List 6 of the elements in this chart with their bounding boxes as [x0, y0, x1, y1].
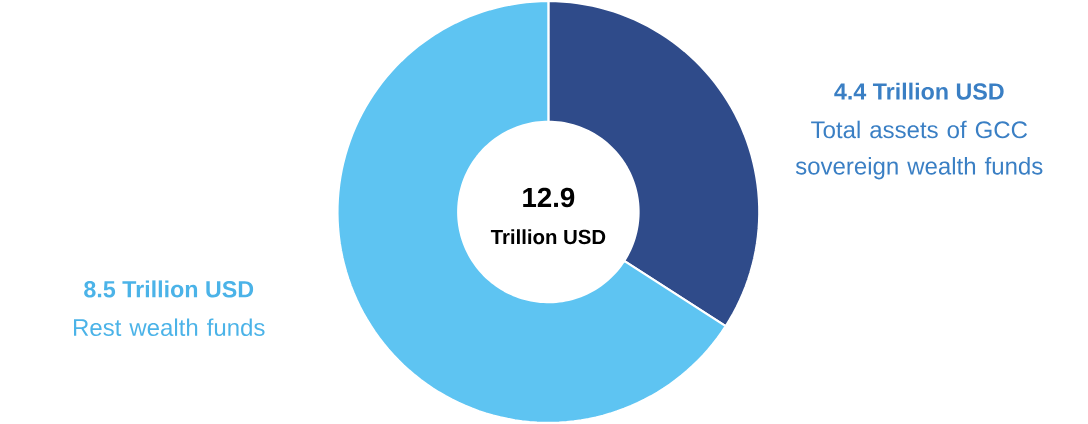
data-label: 8.5 Trillion USD [84, 280, 254, 298]
data-label: 4.4 Trillion USD [834, 82, 1004, 100]
text: Trillion USD [490, 229, 606, 245]
slice-label: Total assets of GCC sovereign wealth funds [795, 120, 1043, 180]
text: 12.9 [523, 187, 575, 208]
slice-label: Rest wealth funds [73, 318, 265, 337]
